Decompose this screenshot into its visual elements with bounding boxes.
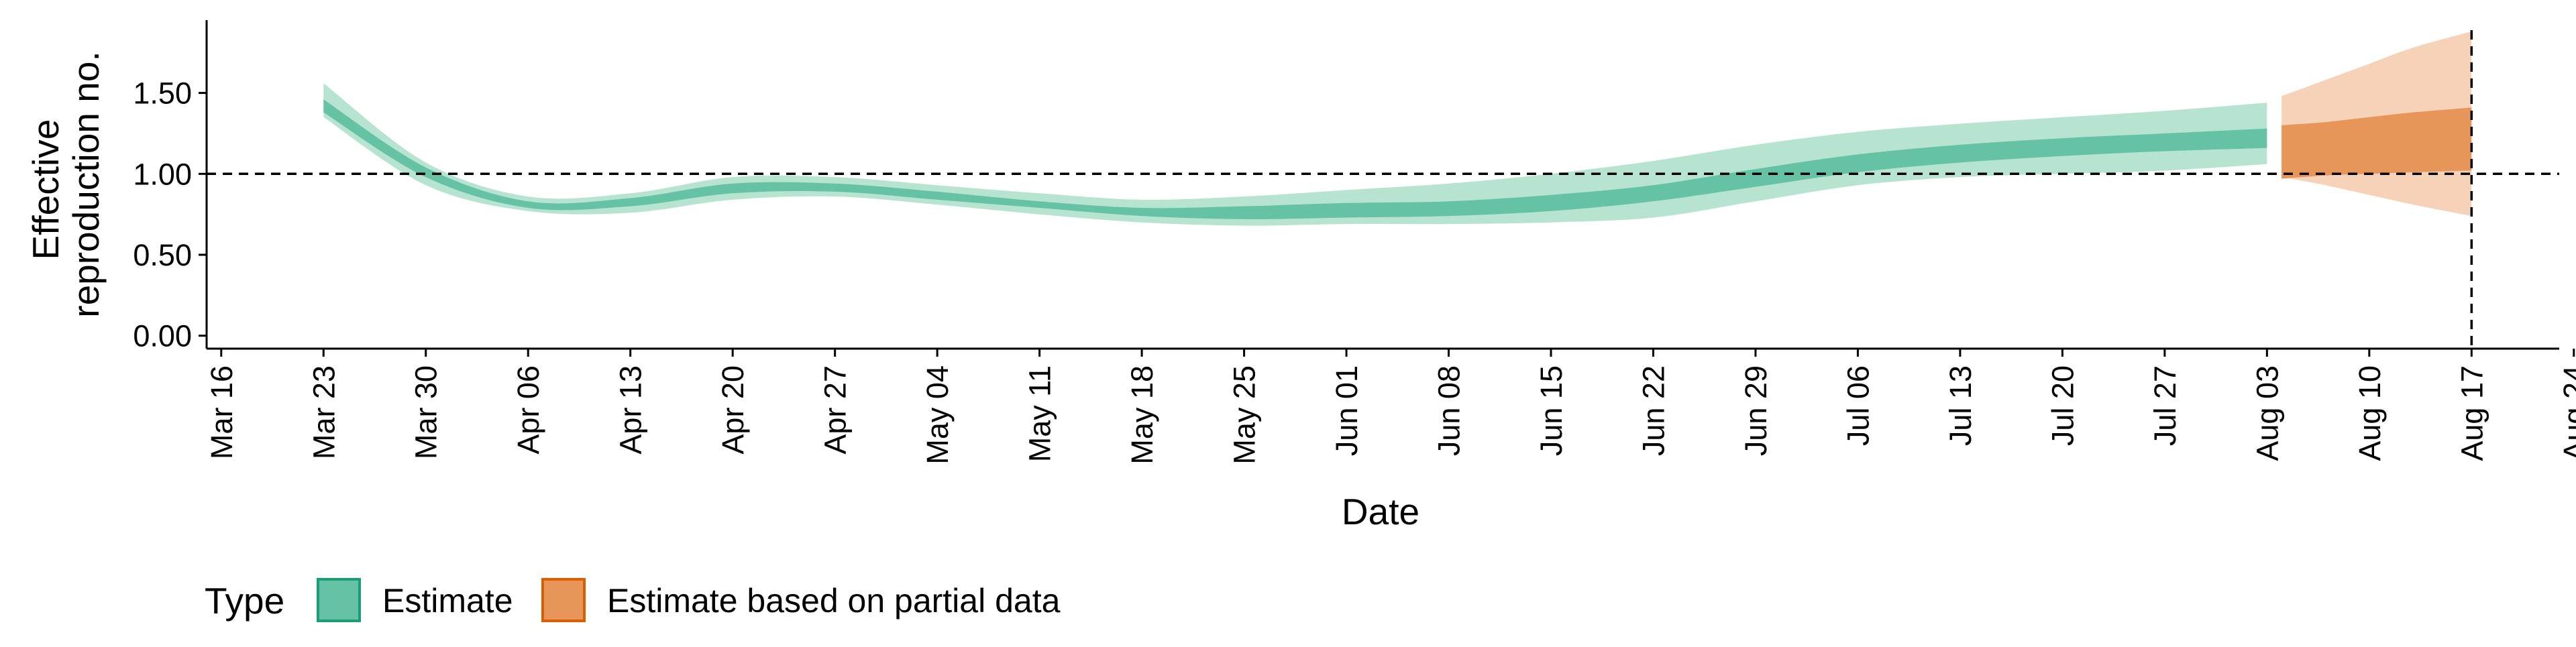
x-tick-label: May 25 (1228, 365, 1262, 465)
x-tick-label: May 11 (1023, 365, 1057, 462)
y-axis-title: Effective reproduction no. (25, 51, 107, 318)
x-tick-label: Jun 22 (1636, 365, 1670, 456)
legend-key-estimate (317, 578, 361, 622)
x-axis-ticks: Mar 16 Mar 23 Mar 30 Apr 06 Apr 13 Apr 20 Apr … (205, 349, 2576, 465)
y-axis-ticks: 0.00 0.50 1.00 1.50 (133, 76, 207, 353)
x-tick-label: May 04 (920, 365, 955, 465)
x-tick-label: Jun 08 (1432, 365, 1466, 456)
partial-inner-band (2282, 107, 2472, 179)
reference-lines (207, 30, 2559, 349)
x-tick-label: Aug 10 (2353, 365, 2387, 461)
x-tick-label: Aug 24 (2557, 365, 2576, 461)
x-tick-label: Jul 13 (1943, 365, 1978, 446)
x-tick-label: Jun 15 (1534, 365, 1568, 456)
x-tick-label: Jul 06 (1841, 365, 1875, 446)
x-axis-title: Date (1342, 491, 1419, 532)
x-tick-label: Jul 27 (2148, 365, 2182, 446)
legend: Type Estimate Estimate based on partial … (205, 578, 1061, 622)
axes (205, 20, 2559, 350)
y-tick-label: 0.00 (133, 319, 192, 353)
x-tick-label: Aug 03 (2250, 365, 2284, 461)
y-tick-label: 0.50 (133, 238, 192, 272)
x-tick-label: Mar 16 (205, 365, 239, 459)
x-tick-label: Jul 20 (2045, 365, 2080, 446)
y-tick-label: 1.00 (133, 157, 192, 191)
x-tick-label: Aug 17 (2455, 365, 2489, 461)
x-tick-label: Apr 13 (614, 365, 648, 455)
ribbon-layer (323, 31, 2472, 226)
legend-key-partial-estimate (541, 578, 586, 622)
x-tick-label: Jun 01 (1330, 365, 1364, 456)
x-tick-label: Apr 20 (716, 365, 750, 455)
y-tick-label: 1.50 (133, 76, 192, 111)
y-axis-title-line-1: Effective (25, 119, 66, 260)
x-tick-label: Apr 27 (818, 365, 853, 455)
x-tick-label: May 18 (1125, 365, 1159, 465)
x-tick-label: Mar 30 (409, 365, 443, 459)
x-tick-label: Jun 29 (1739, 365, 1773, 456)
legend-label-partial-estimate: Estimate based on partial data (607, 582, 1061, 620)
x-tick-label: Apr 06 (511, 365, 545, 455)
legend-title: Type (205, 580, 284, 622)
y-axis-title-line-2: reproduction no. (65, 51, 107, 318)
x-tick-label: Mar 23 (307, 365, 341, 459)
legend-label-estimate: Estimate (382, 582, 513, 620)
estimate-inner-band (323, 99, 2267, 219)
